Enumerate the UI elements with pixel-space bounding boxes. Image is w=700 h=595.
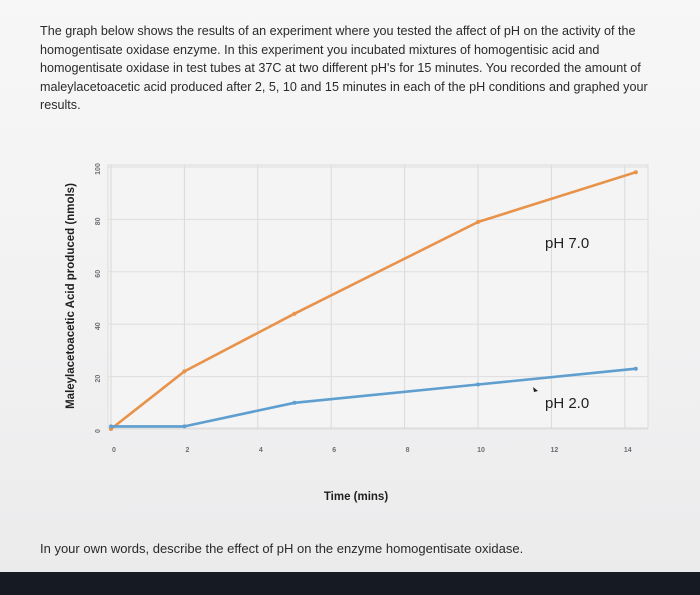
data-point <box>292 311 297 316</box>
x-tick-label: 0 <box>112 447 116 454</box>
x-tick-label: 2 <box>185 447 189 454</box>
question-text: In your own words, describe the effect o… <box>40 541 524 556</box>
y-tick-label: 20 <box>95 375 102 383</box>
arrow-marker <box>533 387 538 392</box>
x-tick-label: 14 <box>624 447 632 454</box>
y-tick-labels: 0 20 40 60 80 100 <box>95 163 102 433</box>
data-point <box>182 369 187 374</box>
x-tick-label: 12 <box>551 447 559 454</box>
y-tick-label: 80 <box>95 217 102 225</box>
series-label-ph2: pH 2.0 <box>545 395 589 412</box>
x-tick-label: 8 <box>406 447 410 454</box>
y-tick-label: 60 <box>95 270 102 278</box>
x-tick-label: 6 <box>332 447 336 454</box>
y-axis-title: Maleylacetoacetic Acid produced (nmols) <box>65 183 77 409</box>
data-point <box>182 424 187 429</box>
x-tick-labels: 0 2 4 6 8 10 12 14 <box>112 447 632 454</box>
y-tick-label: 40 <box>95 322 102 330</box>
plot-area <box>107 164 649 429</box>
y-tick-label: 0 <box>95 429 102 433</box>
intro-paragraph: The graph below shows the results of an … <box>40 24 648 112</box>
data-point <box>476 382 480 387</box>
series-lines <box>109 170 638 431</box>
question-sheet: The graph below shows the results of an … <box>0 0 700 572</box>
x-tick-label: 10 <box>477 447 485 454</box>
data-point <box>109 424 113 429</box>
y-tick-label: 100 <box>95 163 102 175</box>
line-chart: 0 2 4 6 8 10 12 14 0 20 40 60 80 100 pH 7.0 pH 2.0 M… <box>65 163 649 503</box>
x-axis-title: Time (mins) <box>324 491 388 503</box>
bottom-bar <box>0 572 700 595</box>
data-point <box>292 400 297 405</box>
data-point <box>633 366 638 371</box>
series-label-ph7: pH 7.0 <box>545 235 589 252</box>
data-point <box>476 220 480 225</box>
data-point <box>633 170 638 175</box>
x-tick-label: 4 <box>259 447 263 454</box>
